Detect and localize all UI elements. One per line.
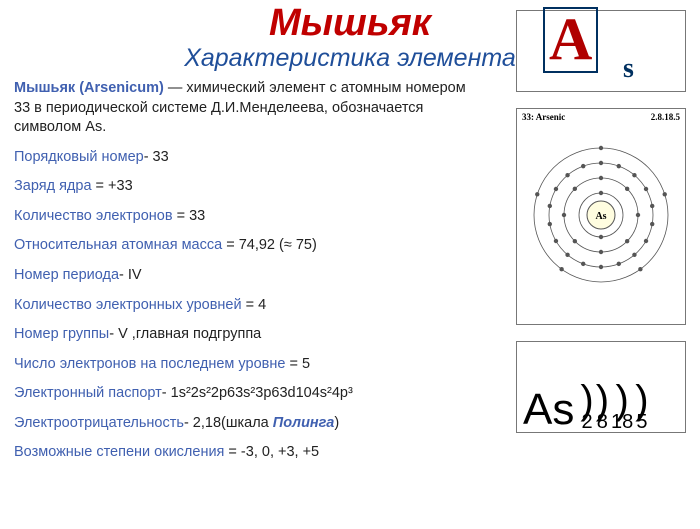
atom-header: 33: Arsenic 2.8.18.5 xyxy=(517,109,685,125)
property-label: Количество электронов xyxy=(14,208,173,224)
property-label: Номер группы xyxy=(14,326,109,342)
property-value: - 1s²2s²2p63s²3p63d104s²4p³ xyxy=(162,385,353,401)
property-row: Порядковый номер- 33 xyxy=(14,148,484,168)
property-value: - V ,главная подгруппа xyxy=(109,326,261,342)
property-value: = -3, 0, +3, +5 xyxy=(224,444,319,460)
sidebar: A s 33: Arsenic 2.8.18.5 As As)2)8)18)5 xyxy=(516,10,686,433)
property-row: Электроотрицательность- 2,18(шкала Полин… xyxy=(14,414,484,434)
symbol-letter-a: A xyxy=(543,7,598,73)
property-value: - 33 xyxy=(144,149,169,165)
property-row: Электронный паспорт- 1s²2s²2p63s²3p63d10… xyxy=(14,384,484,404)
shell-symbol: As xyxy=(523,388,574,432)
property-label: Относительная атомная масса xyxy=(14,237,222,253)
shell-count: 8 xyxy=(597,412,608,432)
properties-list: Порядковый номер- 33 Заряд ядра = +33 Коли… xyxy=(14,148,484,463)
property-value: = 5 xyxy=(285,356,310,372)
property-value: = 74,92 (≈ 75) xyxy=(222,237,317,253)
intro-lead: Мышьяк (Arsenicum) xyxy=(14,80,164,96)
shell-pair: )2 xyxy=(580,384,593,432)
property-row: Возможные степени окисления = -3, 0, +3,… xyxy=(14,443,484,463)
property-label: Заряд ядра xyxy=(14,178,92,194)
property-label: Число электронов на последнем уровне xyxy=(14,356,285,372)
element-symbol-card: A s xyxy=(516,10,686,92)
shell-pair: )5 xyxy=(635,384,648,432)
property-label: Возможные степени окисления xyxy=(14,444,224,460)
property-label: Количество электронных уровней xyxy=(14,297,242,313)
property-label: Порядковый номер xyxy=(14,149,144,165)
property-label: Электронный паспорт xyxy=(14,385,162,401)
property-value: = +33 xyxy=(92,178,133,194)
property-value: - 2,18(шкала Полинга) xyxy=(184,415,339,431)
property-value-emph: Полинга xyxy=(273,415,335,431)
property-row: Количество электронов = 33 xyxy=(14,207,484,227)
property-row: Номер периода- IV xyxy=(14,266,484,286)
intro-paragraph: Мышьяк (Arsenicum) — химический элемент … xyxy=(14,79,484,138)
shell-count: 18 xyxy=(611,412,633,432)
shell-count: 5 xyxy=(636,412,647,432)
atom-diagram-card: 33: Arsenic 2.8.18.5 As xyxy=(516,108,686,325)
content-column: Мышьяк (Arsenicum) — химический элемент … xyxy=(0,79,484,463)
property-row: Относительная атомная масса = 74,92 (≈ 7… xyxy=(14,236,484,256)
shell-pair: )18 xyxy=(611,384,633,432)
atom-header-left: 33: Arsenic xyxy=(522,112,565,122)
atom-header-right: 2.8.18.5 xyxy=(651,112,680,122)
property-row: Количество электронных уровней = 4 xyxy=(14,296,484,316)
shell-notation-card: As)2)8)18)5 xyxy=(516,341,686,433)
property-label: Электроотрицательность xyxy=(14,415,184,431)
shell-pair: )8 xyxy=(596,384,609,432)
symbol-letter-s: s xyxy=(623,53,634,85)
property-label: Номер периода xyxy=(14,267,119,283)
svg-text:As: As xyxy=(595,211,606,222)
property-row: Номер группы- V ,главная подгруппа xyxy=(14,325,484,345)
shell-count: 2 xyxy=(581,412,592,432)
property-value: = 4 xyxy=(242,297,267,313)
property-value: = 33 xyxy=(173,208,206,224)
property-row: Число электронов на последнем уровне = 5 xyxy=(14,355,484,375)
property-row: Заряд ядра = +33 xyxy=(14,177,484,197)
property-value: - IV xyxy=(119,267,142,283)
atom-diagram: As xyxy=(517,125,685,315)
